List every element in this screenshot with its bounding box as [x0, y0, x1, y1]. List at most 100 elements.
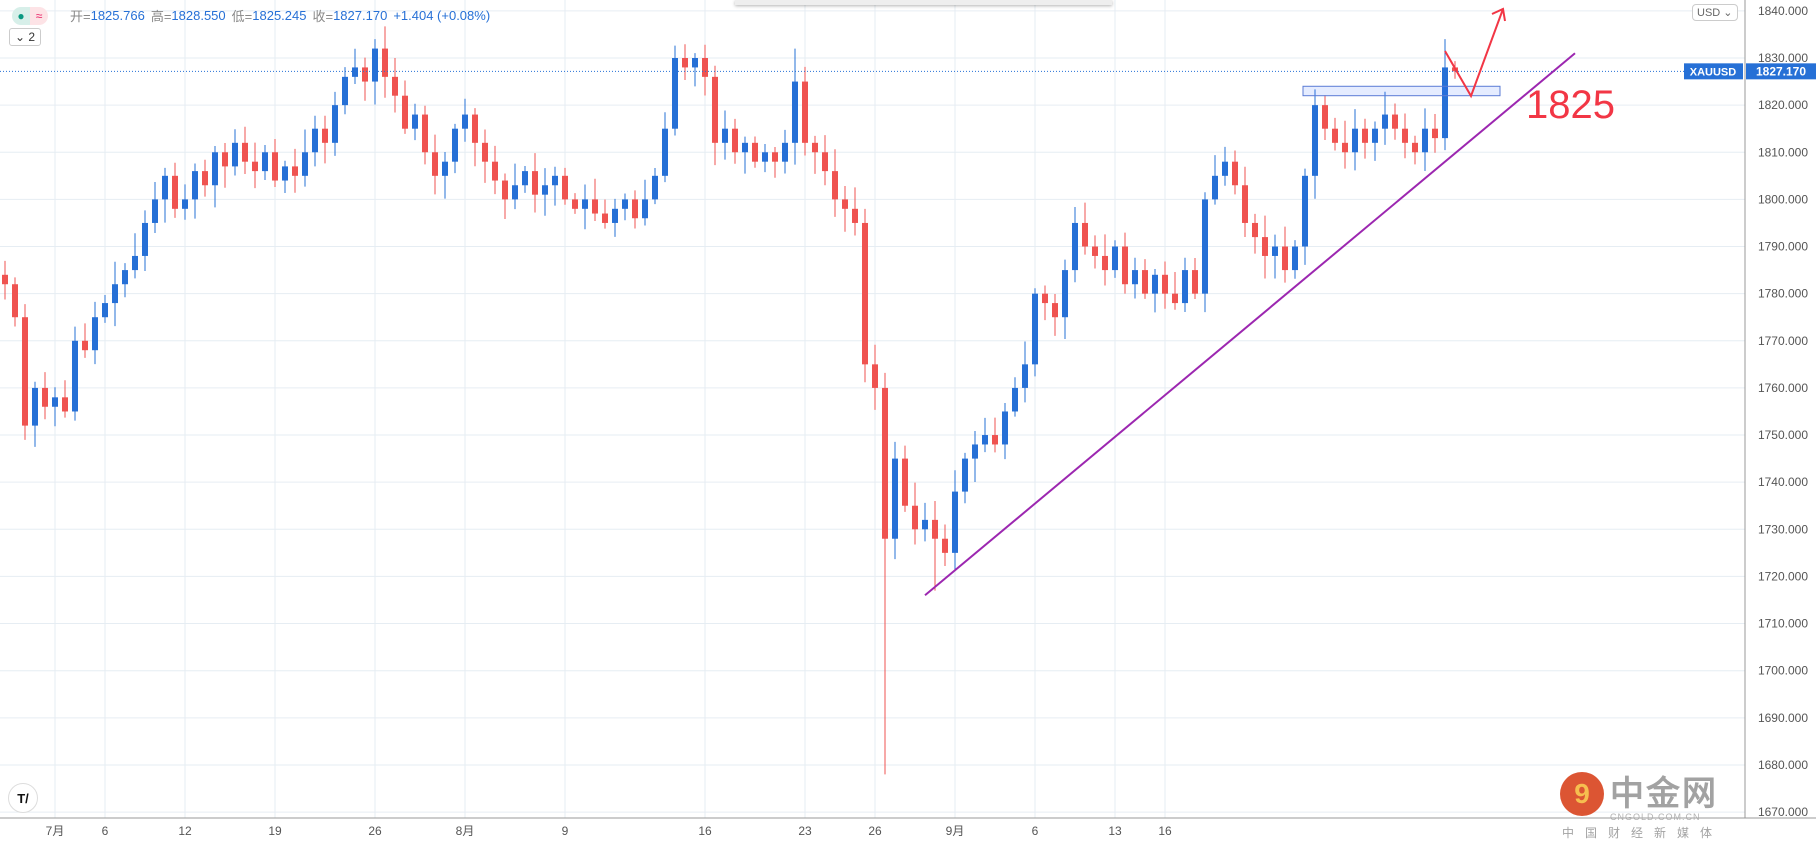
collapse-indicators-button[interactable]: ⌄ 2 [9, 28, 42, 46]
candle-body [322, 128, 328, 143]
candle-body [242, 142, 248, 162]
currency-select[interactable]: USD ⌄ [1692, 4, 1738, 21]
candle [292, 148, 298, 193]
candle [522, 165, 528, 193]
series-status-pill[interactable]: ● ≈ [12, 6, 48, 25]
candle [462, 98, 468, 142]
candle-body [1092, 246, 1098, 256]
candle-body [422, 114, 428, 153]
candle-body [482, 142, 488, 162]
candle [2, 260, 8, 300]
candle [952, 470, 958, 572]
candle-body [622, 199, 628, 209]
candle [612, 198, 618, 237]
candle-body [762, 152, 768, 162]
projection-arrow [1444, 8, 1504, 99]
close-value: 1827.170 [333, 8, 388, 23]
candle [1172, 271, 1178, 310]
candle-body [1222, 161, 1228, 176]
change-value: +1.404 (+0.08%) [393, 8, 491, 23]
candle [822, 135, 828, 186]
candle-body [962, 458, 968, 492]
candle [682, 44, 688, 80]
candle-body [302, 152, 308, 176]
candle [1142, 259, 1148, 299]
candle [542, 168, 548, 216]
candle [1352, 109, 1358, 171]
candle-body [392, 76, 398, 96]
candle [362, 57, 368, 101]
candle [242, 126, 248, 174]
candle-body [502, 180, 508, 200]
y-tick-label: 1840.000 [1758, 4, 1808, 18]
tradingview-logo[interactable]: T/ [8, 783, 38, 813]
candle-body [922, 519, 928, 530]
candle [1282, 226, 1288, 283]
candle [772, 146, 778, 178]
x-tick-label: 9月 [946, 824, 965, 838]
open-label: 开= [70, 9, 91, 24]
candle-body [592, 199, 598, 214]
candle [102, 295, 108, 323]
candle-body [1232, 161, 1238, 186]
candle-body [1342, 142, 1348, 153]
candle [492, 145, 498, 195]
candle-body [1062, 270, 1068, 318]
candle [652, 168, 658, 205]
candle-body [872, 364, 878, 388]
candle [1262, 215, 1268, 279]
candle-body [782, 142, 788, 162]
y-tick-label: 1820.000 [1758, 98, 1808, 112]
x-tick-label: 23 [798, 824, 812, 838]
candle [302, 129, 308, 187]
candle-body [1362, 128, 1368, 143]
candle-body [702, 58, 708, 77]
market-open-icon: ● [12, 6, 30, 25]
low-value: 1825.245 [252, 8, 307, 23]
candle-body [1412, 142, 1418, 153]
candle-body [972, 444, 978, 459]
y-tick-label: 1690.000 [1758, 711, 1808, 725]
last-price-label-bg [1746, 63, 1816, 80]
candle-body [692, 58, 698, 68]
candle-body [842, 199, 848, 209]
candle-body [812, 142, 818, 153]
candle [832, 149, 838, 217]
y-tick-label: 1760.000 [1758, 381, 1808, 395]
high-value: 1828.550 [171, 8, 226, 23]
candle [1442, 39, 1448, 151]
candle [182, 184, 188, 220]
candle-body [412, 114, 418, 129]
candle [1232, 150, 1238, 195]
watermark-name: 中金网 [1610, 775, 1718, 813]
candle [382, 26, 388, 98]
candle-body [152, 199, 158, 223]
candle [642, 179, 648, 226]
candle [1032, 288, 1038, 377]
high-label: 高= [150, 9, 172, 24]
candle-body [1442, 67, 1448, 139]
candle [472, 108, 478, 167]
candle [32, 381, 38, 447]
candle-body [542, 185, 548, 195]
symbol-label-bg [1684, 63, 1743, 80]
candle [502, 173, 508, 220]
candle-body [1292, 246, 1298, 271]
candle-body [182, 199, 188, 209]
top-toolbar-dropdown[interactable] [735, 0, 1112, 5]
y-tick-label: 1790.000 [1758, 240, 1808, 254]
candle-body [212, 152, 218, 186]
candle [252, 142, 258, 189]
candle-body [332, 105, 338, 143]
x-tick-label: 8月 [456, 824, 475, 838]
y-tick-label: 1740.000 [1758, 475, 1808, 489]
candle [762, 144, 768, 173]
candle-body [42, 387, 48, 407]
candle [132, 233, 138, 279]
watermark-tagline: 中国财经新媒体 [1562, 826, 1724, 840]
candle [992, 417, 998, 453]
candle [92, 301, 98, 365]
candle [402, 80, 408, 134]
x-tick-label: 26 [868, 824, 882, 838]
